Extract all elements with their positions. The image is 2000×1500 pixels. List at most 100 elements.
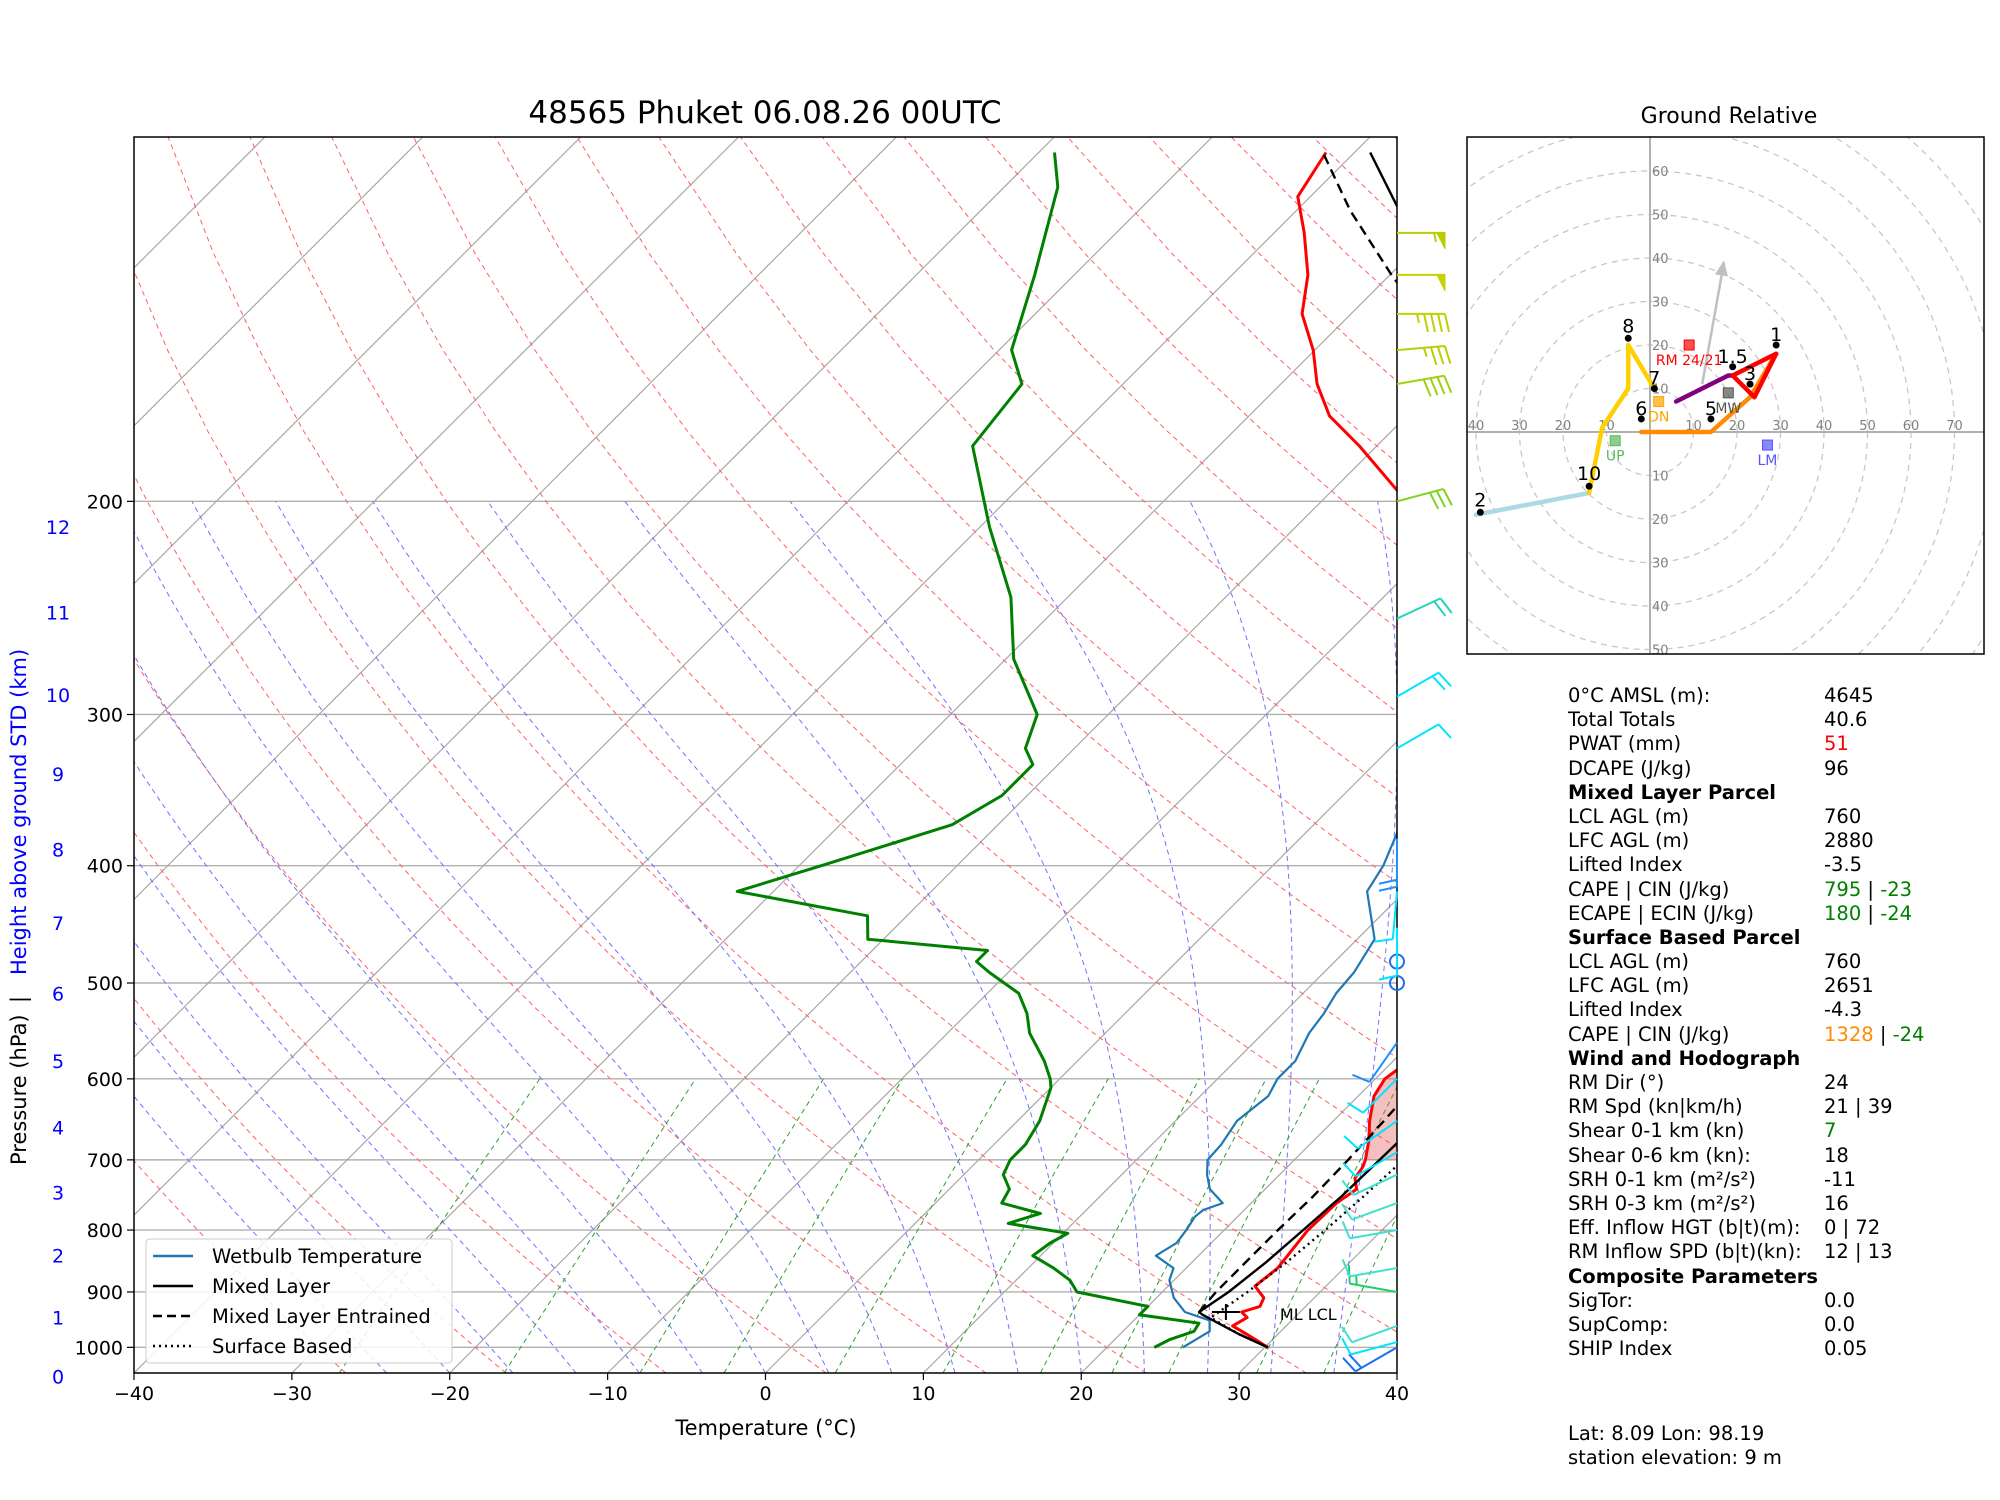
station-footer: Lat: 8.09 Lon: 98.19 station elevation: … [1568,1422,1782,1470]
height-tick-label: 8 [52,840,64,862]
hodograph-height-label: 3 [1744,363,1756,385]
hodograph-range-label: 20 [1555,419,1572,434]
dry-adiabat [740,137,1397,798]
dry-adiabat [821,137,1397,713]
moist-adiabat [789,501,1145,1373]
x-tick-label: 10 [911,1383,935,1405]
wind-barb-staff [1368,1041,1398,1083]
mixing-ratio-line [503,1078,697,1373]
param-value: 40.6 [1824,708,1867,732]
dry-adiabat [134,997,507,1373]
param-row: Eff. Inflow HGT (b|t)(m): 0 | 72 [1568,1216,1988,1240]
wind-barb-full [1429,346,1438,366]
mixing-ratio-line [942,1078,1109,1373]
hodograph-height-dot [1729,363,1737,371]
isotherm-line [134,137,1055,1059]
param-key: Lifted Index [1568,853,1683,877]
param-key: LCL AGL (m) [1568,804,1689,828]
moist-adiabat [1396,1370,1397,1373]
hodograph-marker-label: UP [1606,449,1625,465]
y-axis-label-pressure: Pressure (hPa) [7,1014,31,1165]
param-key: Shear 0-1 km (kn) [1568,1119,1745,1143]
param-value-separator: | [1861,901,1881,925]
param-row: LFC AGL (m) 2880 [1568,829,1988,853]
height-tick-label: 5 [52,1051,64,1073]
dry-adiabat [134,831,667,1373]
param-value-primary: 12 | 13 [1824,1240,1893,1264]
param-key: CAPE | CIN (J/kg) [1568,1022,1730,1046]
param-value-primary: 0.0 [1824,1312,1856,1336]
param-key: SRH 0-3 km (m²/s²) [1568,1191,1756,1215]
wind-barb-staff [1396,671,1440,698]
isotherm-line [1080,1056,1397,1373]
wind-barb-full [1346,1102,1364,1114]
hodograph-marker [1722,387,1734,399]
isotherm-line [291,267,1397,1373]
hodograph-marker [1683,339,1695,351]
param-key: LFC AGL (m) [1568,974,1690,998]
height-tick-label: 9 [52,764,64,786]
param-value-primary: 2651 [1824,974,1874,998]
param-row: RM Spd (kn|km/h) 21 | 39 [1568,1095,1988,1119]
param-row: SupComp: 0.0 [1568,1313,1988,1337]
mixing-ratio-line [1323,1215,1397,1373]
param-row: ECAPE | ECIN (J/kg) 180 | -24 [1568,902,1988,926]
hodograph-height-dot [1746,380,1754,388]
wind-barb-staff [1351,1324,1398,1344]
param-row: LCL AGL (m) 760 [1568,805,1988,829]
param-value: 96 [1824,757,1849,781]
height-tick-label: 0 [52,1366,64,1388]
wind-barb-staff [1396,487,1444,503]
moist-adiabat [134,654,703,1373]
isotherm-line [134,137,739,743]
wind-barb-staff [1396,344,1445,352]
param-row: 0°C AMSL (m): 4645 [1568,684,1988,708]
hodograph-range-label: 40 [1652,252,1669,267]
wind-barb-full [1443,375,1453,394]
wind-barb-full [1437,671,1452,687]
hodograph-range-label: 60 [1903,419,1920,434]
param-key: LFC AGL (m) [1568,829,1690,853]
param-value: 0.0 [1824,1313,1855,1337]
hodograph-range-label: 30 [1652,296,1669,311]
hodograph-range-label: 50 [1652,209,1669,224]
series-mixed-layer [1197,151,1397,1349]
x-axis-label: Temperature (°C) [674,1416,856,1440]
wind-barb-staff [1357,1120,1398,1150]
hodograph-marker-label: LM [1758,453,1778,469]
param-value: 795 | -23 [1824,878,1912,902]
y-tick-label: 500 [87,973,123,995]
dry-adiabat [412,137,1397,1149]
series-wetbulb-temperature [1154,830,1397,1349]
param-row: Lifted Index -4.3 [1568,998,1988,1022]
isotherm-line [134,137,424,427]
wind-barb-full [1341,1326,1353,1343]
param-key: SigTor: [1568,1288,1633,1312]
hodograph-height-dot [1772,341,1780,349]
wind-barb-half [1433,232,1437,243]
x-tick-label: −20 [430,1383,470,1405]
hodograph-segment [1730,351,1779,400]
y-axis-label-separator: | [7,996,32,1003]
moist-adiabat [983,501,1211,1373]
param-heading-text: Composite Parameters [1568,1264,1819,1288]
wind-barb-staff [1350,1341,1398,1356]
param-key: Shear 0-6 km (kn): [1568,1143,1751,1167]
param-row: SHIP Index 0.05 [1568,1337,1988,1361]
hodograph-height-dot [1707,415,1715,423]
param-value: 21 | 39 [1824,1095,1893,1119]
dry-adiabat [134,269,1147,1373]
hodograph-range-label: 60 [1652,165,1669,180]
wind-barb-full [1436,376,1446,395]
shear-vector-arrow [1700,262,1726,385]
x-tick-label: −40 [114,1383,154,1405]
hodograph-range-label: 40 [1468,419,1485,434]
hodograph-range-label: 50 [1859,419,1876,434]
param-heading-text: Surface Based Parcel [1568,925,1801,949]
isotherm-line [607,582,1397,1373]
param-value-primary: 51 [1824,732,1849,756]
wind-barb-staff [1353,1173,1398,1196]
hodograph-title: Ground Relative [1641,104,1818,129]
legend-label: Mixed Layer Entrained [212,1305,431,1328]
